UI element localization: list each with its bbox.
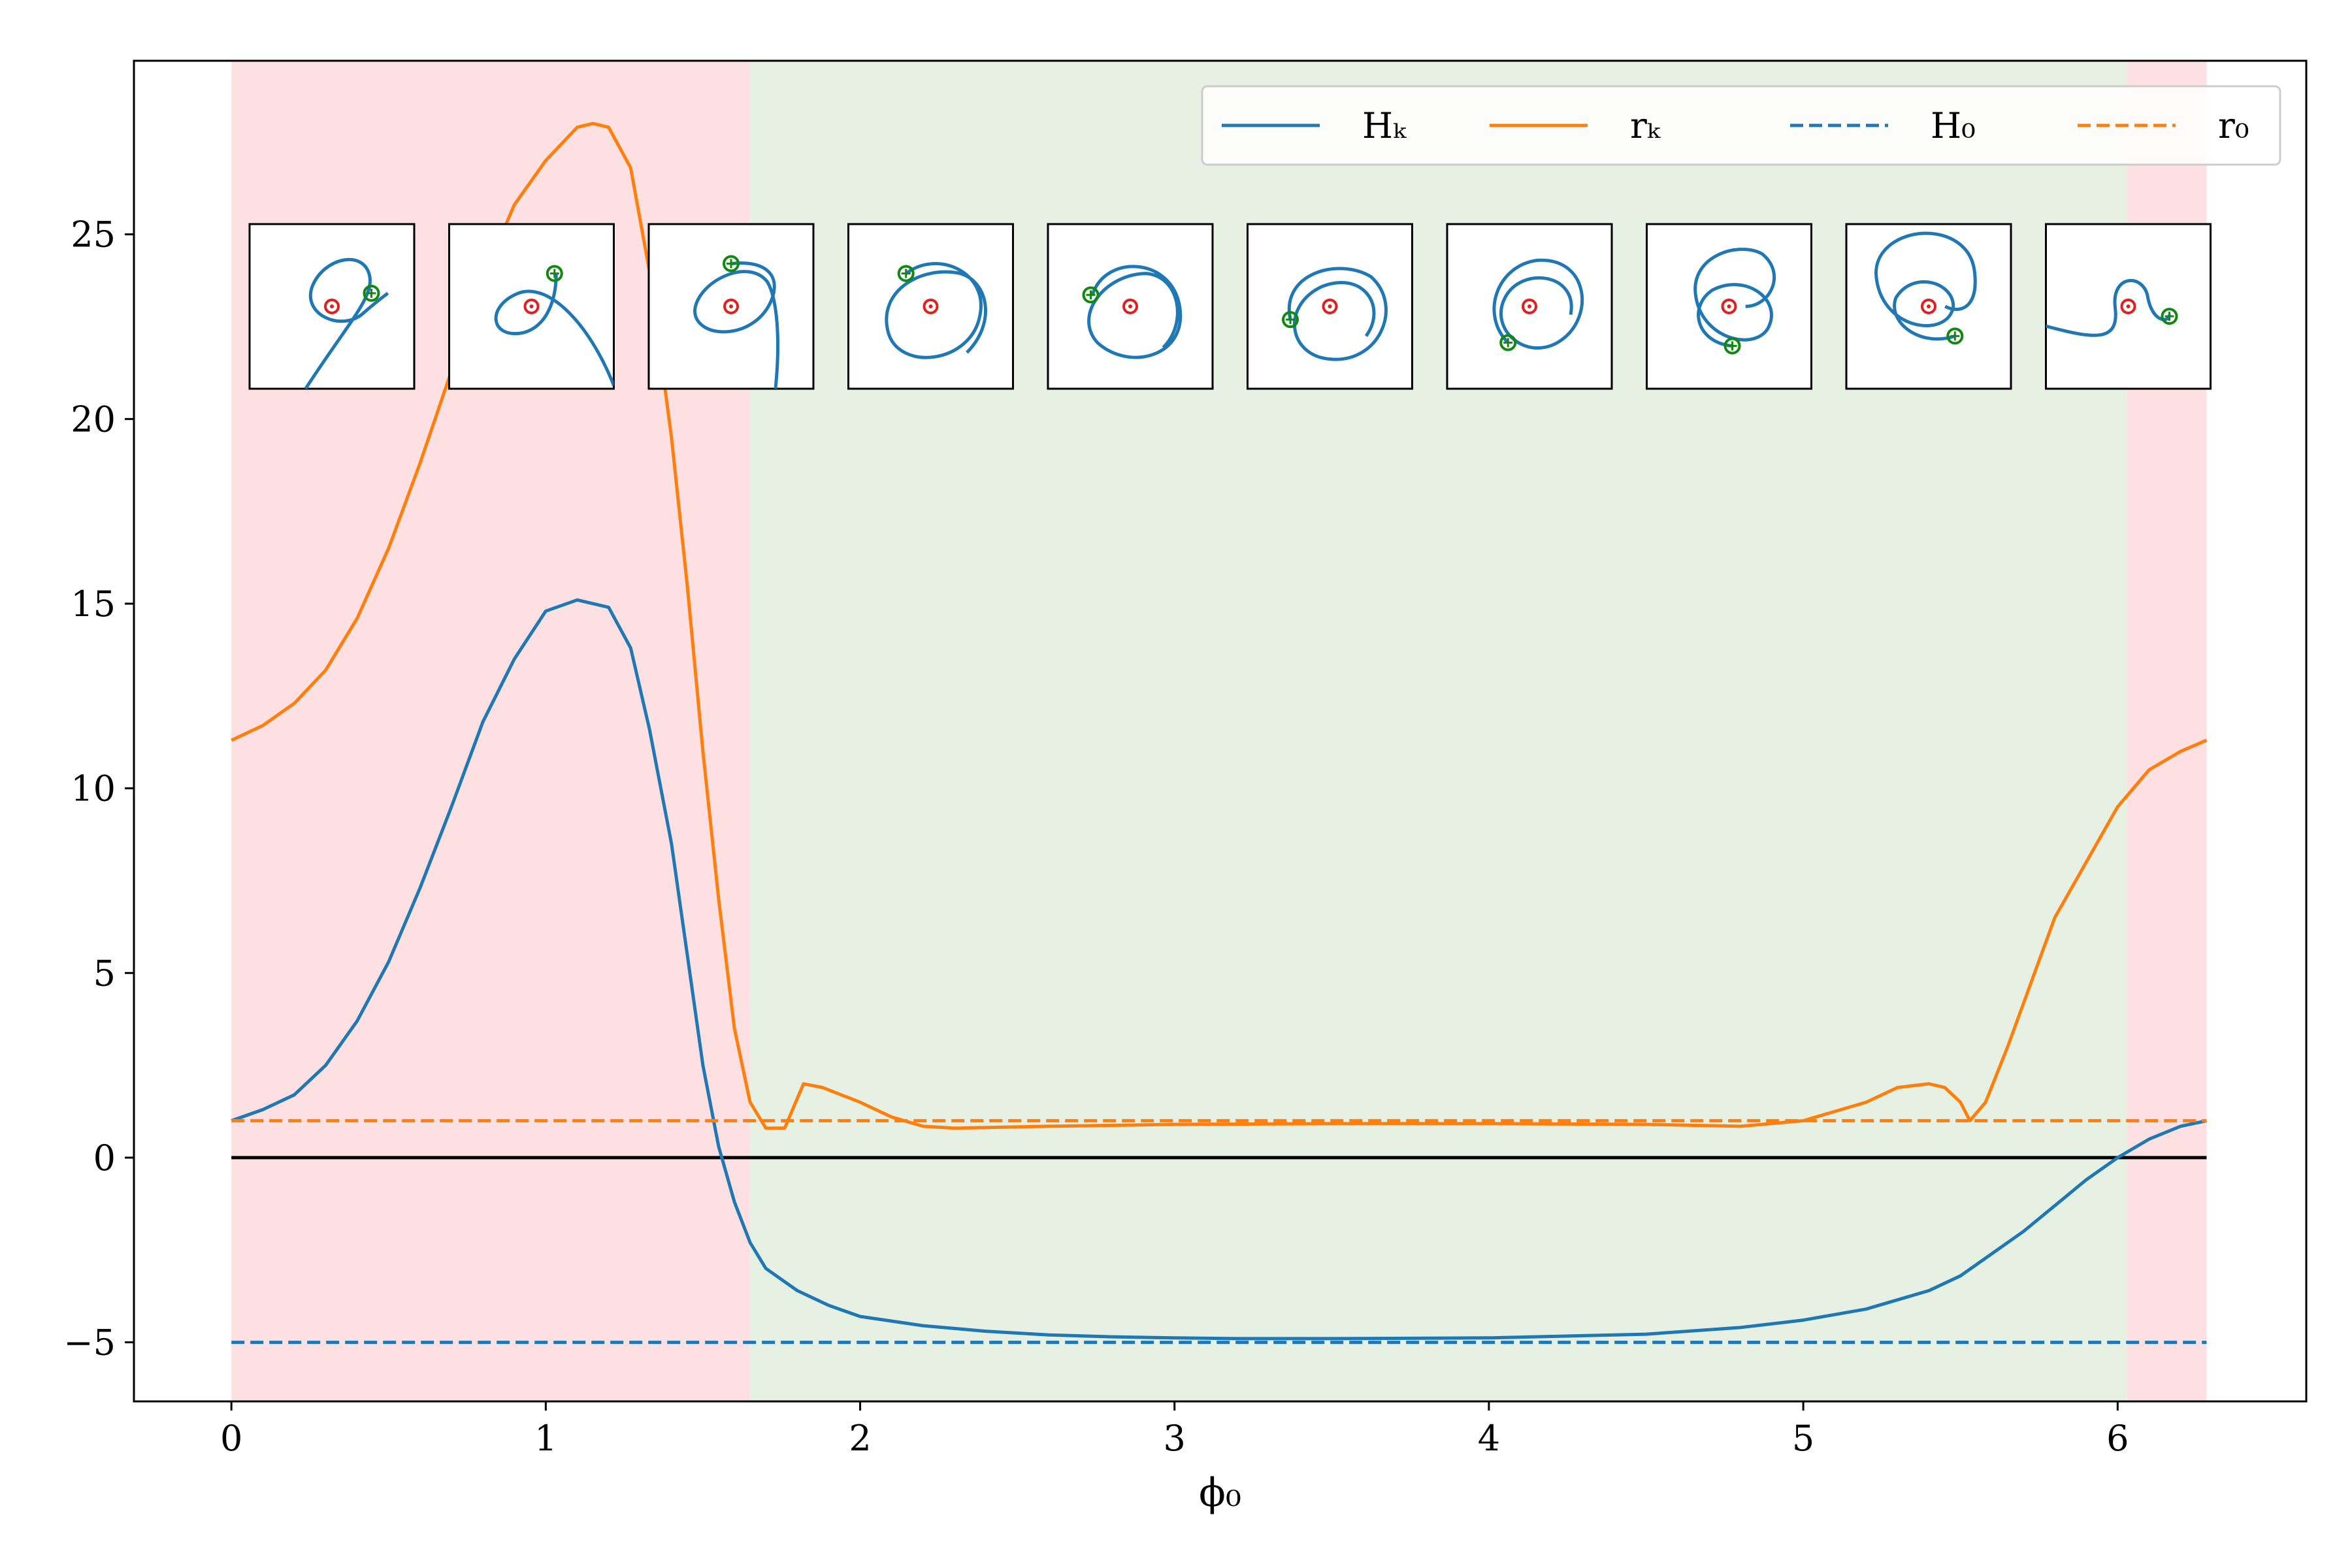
legend-box bbox=[1201, 85, 2281, 166]
trajectory-inset-1 bbox=[448, 223, 615, 390]
legend: Hₖ rₖ H₀ r₀ bbox=[1201, 85, 2281, 166]
inset-center-marker bbox=[523, 299, 540, 314]
y-tick-label: −5 bbox=[63, 1322, 116, 1364]
legend-label-3: r₀ bbox=[2218, 105, 2249, 146]
inset-center-dot bbox=[529, 304, 534, 308]
legend-label-1: rₖ bbox=[1630, 105, 1661, 146]
inset-center-dot bbox=[1128, 304, 1132, 308]
inset-center-marker bbox=[2120, 299, 2136, 314]
x-axis-label: ϕ₀ bbox=[1199, 1470, 1241, 1516]
inset-end-marker bbox=[1946, 327, 1964, 345]
inset-end-marker bbox=[1499, 334, 1517, 351]
inset-trajectory bbox=[1874, 231, 1977, 341]
inset-center-dot bbox=[1727, 304, 1731, 308]
inset-end-marker bbox=[1082, 286, 1100, 304]
x-tick-label: 4 bbox=[1478, 1418, 1500, 1459]
trajectory-inset-2 bbox=[647, 223, 815, 390]
inset-center-marker bbox=[1721, 299, 1737, 314]
inset-trajectory bbox=[494, 273, 614, 386]
x-tick-label: 2 bbox=[849, 1418, 871, 1459]
legend-label-0: Hₖ bbox=[1362, 105, 1407, 146]
x-tick-label: 5 bbox=[1792, 1418, 1814, 1459]
inset-end-marker bbox=[1723, 337, 1741, 355]
y-tick-label: 25 bbox=[71, 214, 116, 255]
inset-center-dot bbox=[1527, 304, 1531, 308]
inset-center-dot bbox=[2126, 304, 2131, 308]
inset-trajectory bbox=[1287, 267, 1388, 361]
inset-center-dot bbox=[1328, 304, 1332, 308]
inset-trajectory bbox=[885, 262, 987, 359]
trajectory-inset-9 bbox=[2045, 223, 2212, 390]
x-tick-label: 6 bbox=[2106, 1418, 2129, 1459]
inset-trajectory bbox=[1087, 265, 1183, 359]
inset-trajectory bbox=[1492, 258, 1584, 350]
inset-center-dot bbox=[330, 304, 334, 308]
inset-center-marker bbox=[723, 299, 739, 314]
x-tick-label: 0 bbox=[220, 1418, 242, 1459]
inset-center-marker bbox=[324, 299, 340, 314]
inset-center-marker bbox=[1322, 299, 1338, 314]
inset-end-marker bbox=[546, 265, 563, 282]
inset-end-marker bbox=[723, 255, 740, 272]
y-tick-label: 5 bbox=[93, 953, 116, 994]
inset-trajectory bbox=[304, 258, 389, 389]
inset-end-marker bbox=[2161, 308, 2178, 325]
y-tick-label: 20 bbox=[71, 399, 116, 440]
legend-label-2: H₀ bbox=[1931, 105, 1976, 146]
x-tick-label: 1 bbox=[534, 1418, 557, 1459]
x-tick-label: 3 bbox=[1164, 1418, 1186, 1459]
inset-center-dot bbox=[729, 304, 733, 308]
trajectory-inset-4 bbox=[1047, 223, 1214, 390]
trajectory-insets bbox=[248, 223, 2212, 390]
inset-center-marker bbox=[1921, 299, 1936, 314]
inset-center-dot bbox=[928, 304, 933, 308]
y-tick-label: 15 bbox=[71, 583, 116, 625]
inset-trajectory bbox=[2046, 279, 2171, 337]
inset-end-marker bbox=[1282, 311, 1299, 329]
trajectory-inset-5 bbox=[1247, 223, 1413, 390]
y-axis-ticks: −5 0 5 10 15 20 25 bbox=[63, 214, 134, 1364]
inset-end-marker bbox=[363, 284, 380, 302]
trajectory-inset-3 bbox=[847, 223, 1014, 390]
x-axis-ticks: 0 1 2 3 4 5 6 bbox=[220, 1401, 2129, 1459]
trajectory-inset-7 bbox=[1646, 223, 1812, 390]
inset-center-marker bbox=[1522, 299, 1537, 314]
y-tick-label: 10 bbox=[71, 768, 116, 809]
series-line-0 bbox=[231, 598, 2208, 1341]
trajectory-inset-0 bbox=[248, 223, 416, 390]
plot-frame bbox=[133, 59, 2308, 1403]
trajectory-inset-8 bbox=[1845, 223, 2012, 390]
trajectory-inset-6 bbox=[1446, 223, 1613, 390]
inset-center-dot bbox=[1927, 304, 1931, 308]
y-tick-label: 0 bbox=[93, 1137, 116, 1179]
inset-center-marker bbox=[923, 299, 939, 314]
inset-trajectory bbox=[693, 261, 780, 389]
inset-center-marker bbox=[1122, 299, 1138, 314]
inset-end-marker bbox=[897, 265, 915, 282]
